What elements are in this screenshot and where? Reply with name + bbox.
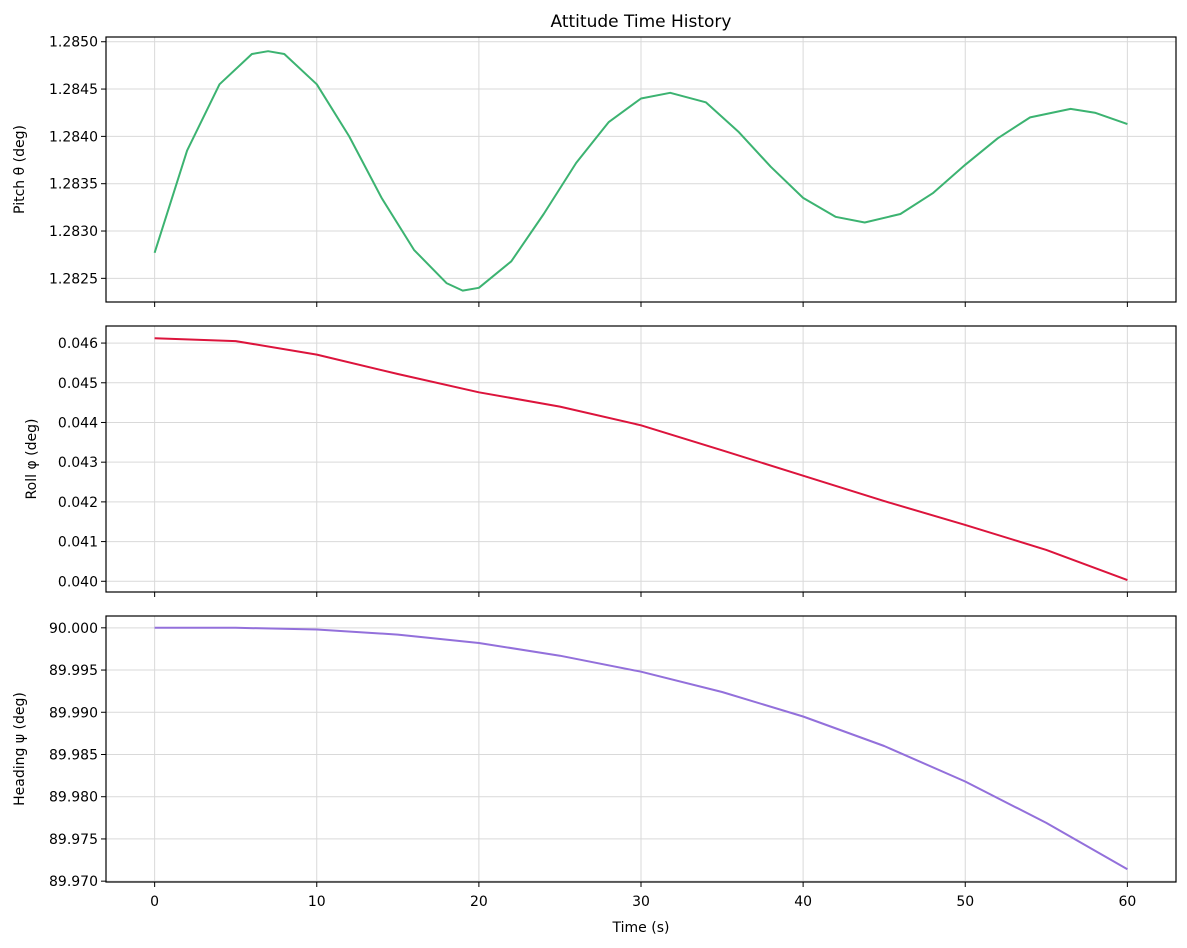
pitch-y-axis-label: Pitch θ (deg) (12, 125, 28, 214)
y-tick-label: 0.042 (58, 495, 98, 511)
x-tick-label: 30 (632, 894, 650, 910)
y-tick-label: 0.041 (58, 535, 98, 551)
y-tick-label: 0.045 (58, 376, 98, 392)
x-tick-label: 10 (308, 894, 326, 910)
y-tick-label: 89.995 (49, 663, 98, 679)
chart-title: Attitude Time History (551, 12, 732, 32)
heading-subplot: 0 10 20 30 40 50 60 89.970 89.975 89.980 89.985 89.… (12, 615, 1177, 910)
x-tick-label: 50 (956, 894, 974, 910)
roll-y-axis-label: Roll φ (deg) (24, 419, 40, 500)
y-tick-label: 1.2835 (49, 177, 98, 193)
x-tick-label: 20 (470, 894, 488, 910)
y-tick-label: 0.040 (58, 574, 98, 590)
roll-series-line (154, 337, 1128, 582)
y-tick-label: 0.046 (58, 336, 98, 352)
y-tick-label: 90.000 (49, 621, 98, 637)
y-tick-label: 1.2825 (49, 271, 98, 287)
heading-series-line (154, 626, 1128, 871)
roll-subplot: 0.040 0.041 0.042 0.043 0.044 0.045 0.046 Roll … (24, 325, 1177, 597)
y-tick-label: 0.043 (58, 455, 98, 471)
x-tick-label: 40 (794, 894, 812, 910)
x-tick-label: 60 (1118, 894, 1136, 910)
pitch-subplot: 1.2825 1.2830 1.2835 1.2840 1.2845 1.2850 Pitc… (12, 35, 1177, 307)
heading-y-axis-label: Heading ψ (deg) (12, 692, 28, 806)
y-tick-label: 1.2850 (49, 35, 98, 51)
y-tick-label: 89.970 (49, 874, 98, 890)
x-axis-label: Time (s) (612, 920, 670, 936)
y-tick-label: 89.990 (49, 705, 98, 721)
y-tick-label: 0.044 (58, 415, 98, 431)
y-tick-label: 1.2830 (49, 224, 98, 240)
y-tick-label: 89.975 (49, 832, 98, 848)
y-tick-label: 1.2845 (49, 82, 98, 98)
x-tick-label: 0 (150, 894, 159, 910)
pitch-series-line (153, 50, 1128, 292)
y-tick-label: 89.985 (49, 747, 98, 763)
y-tick-label: 1.2840 (49, 129, 98, 145)
y-tick-label: 89.980 (49, 790, 98, 806)
